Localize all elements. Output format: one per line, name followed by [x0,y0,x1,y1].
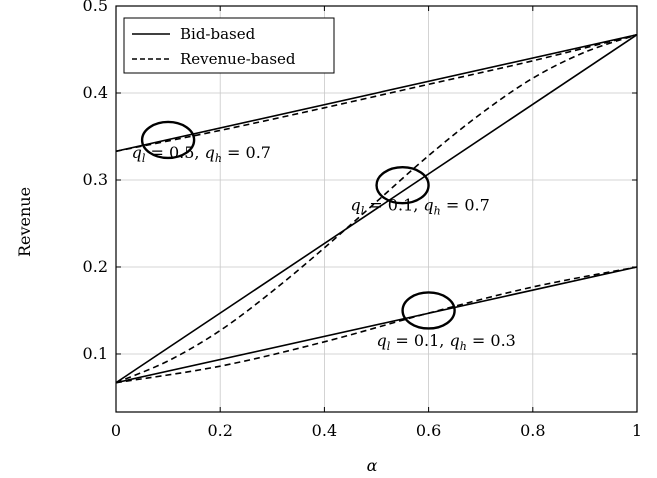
x-tick-label: 0.2 [207,421,232,440]
ticks-layer: 0 0.2 0.4 0.6 0.8 1 0.1 0.2 0.3 0.4 0.5 [83,0,643,440]
series-line-revenue-based [115,33,638,153]
highlight-ellipse [375,166,430,205]
y-tick-label: 0.3 [83,170,108,189]
curve-annotation: ql = 0.5, qh = 0.7 [132,143,271,165]
ellipse-layer [140,120,456,330]
x-tick-label: 0 [111,421,121,440]
plot-frame [115,5,638,413]
legend-box [123,17,335,74]
legend: Bid-based Revenue-based [123,17,335,74]
x-axis-label: α [367,456,378,475]
series-line-revenue-based [115,266,638,384]
x-tick-label: 0.6 [416,421,441,440]
curve-annotation: ql = 0.1, qh = 0.3 [377,331,516,353]
series-line-revenue-based [115,33,638,384]
legend-label-bid-based: Bid-based [180,25,256,43]
highlight-ellipse [140,120,196,160]
annotations-layer: ql = 0.5, qh = 0.7 ql = 0.1, qh = 0.7 ql =… [132,143,516,353]
y-tick-label: 0.1 [83,344,108,363]
x-tick-label: 0.8 [520,421,545,440]
series-layer [115,33,638,384]
y-tick-label: 0.4 [83,83,108,102]
y-axis-label: Revenue [15,187,34,257]
x-tick-label: 0.4 [312,421,337,440]
curve-annotation: ql = 0.1, qh = 0.7 [350,195,489,217]
series-line-bid-based [115,34,638,384]
y-tick-label: 0.2 [83,257,108,276]
series-line-bid-based [115,266,638,384]
highlight-ellipse [401,291,456,330]
series-line-bid-based [115,33,638,153]
y-tick-label: 0.5 [83,0,108,15]
x-tick-label: 1 [632,421,642,440]
legend-label-revenue-based: Revenue-based [180,50,296,68]
